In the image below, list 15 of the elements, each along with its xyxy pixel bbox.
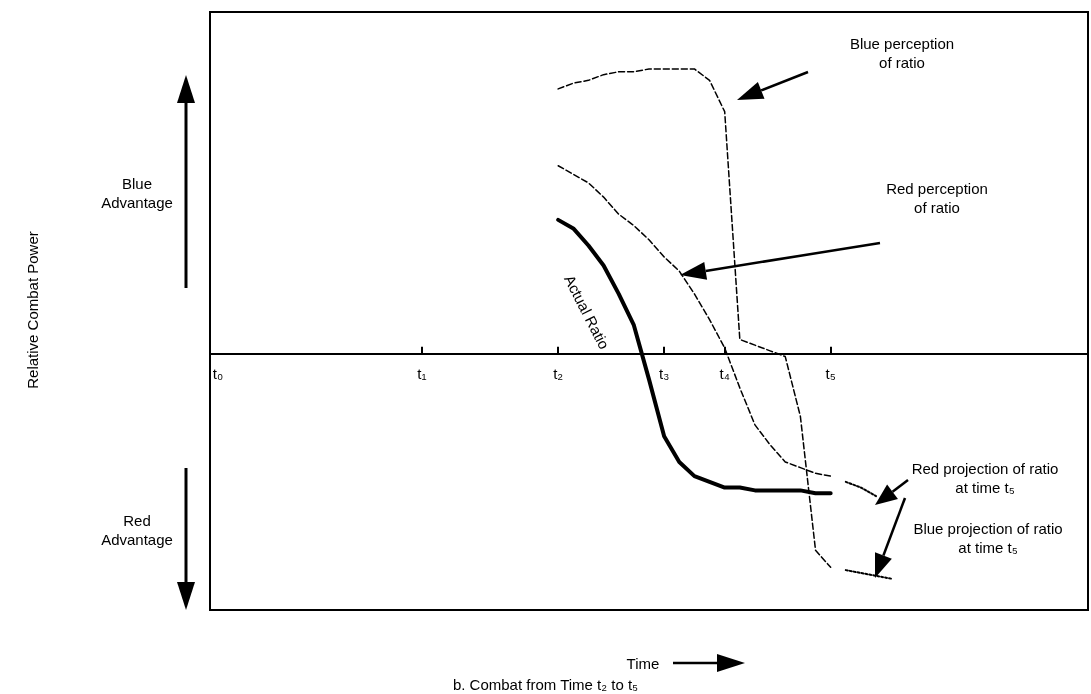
text: b. Combat from Time t₂ to t₅ [452,676,639,693]
text: Time [626,654,660,672]
text: Red Advantage [101,512,173,548]
annotation: Red projection of ratio at time t₅ [911,460,1059,496]
x-tick-label: t₅ [825,364,836,382]
annotation: Blue projection of ratio at time t₅ [913,520,1063,556]
x-tick-label: t₀ [212,364,224,382]
x-tick-label: t₂ [553,364,564,382]
x-tick-label: t₄ [719,364,730,382]
text: Blue Advantage [101,175,173,211]
text: Relative Combat Power [23,231,41,389]
x-tick-label: t₁ [417,364,427,382]
annotation: Blue perception of ratio [849,35,955,71]
annotation: Red perception of ratio [886,180,988,216]
x-tick-label: t₃ [659,364,670,382]
